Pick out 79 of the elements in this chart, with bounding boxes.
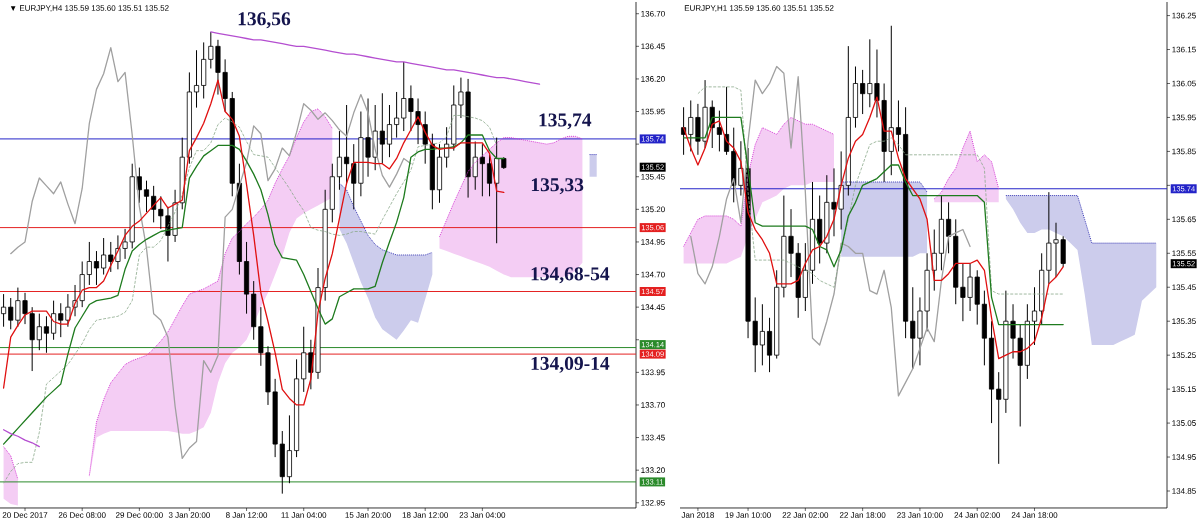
candlestick (716, 110, 722, 152)
candlestick (1031, 286, 1038, 346)
y-tick-label: 135.55 (1172, 250, 1196, 257)
candlestick (766, 317, 773, 373)
y-tick-label: 134.95 (641, 239, 665, 245)
x-tick-label: 24 Jan 18:00 (1011, 512, 1058, 518)
x-tick-label: 29 Dec 00:00 (115, 512, 163, 518)
x-tick-label: 15 Jan 20:00 (345, 512, 391, 518)
candlestick (101, 237, 107, 276)
candlestick (86, 241, 92, 286)
candlestick (1, 293, 7, 328)
annotation: 136,56 (238, 12, 291, 29)
candlestick (379, 92, 385, 165)
candlestick (860, 69, 866, 115)
candlestick (394, 91, 400, 139)
y-tick-label: 135.20 (641, 206, 665, 213)
candlestick (51, 300, 57, 341)
y-tick-label: 132.95 (641, 499, 665, 506)
candlestick (479, 143, 485, 197)
candlestick (143, 180, 150, 213)
line-series (690, 65, 971, 397)
candlestick (43, 315, 49, 354)
y-tick-label: 135.65 (1172, 216, 1196, 223)
candlestick (486, 154, 493, 197)
y-tick-label: 136.70 (641, 10, 665, 17)
y-tick-label: 136.45 (641, 43, 665, 50)
candlestick (895, 99, 901, 152)
annotation: 134,68-54 (531, 267, 610, 284)
y-tick-label: 133.45 (641, 434, 665, 441)
y-tick-label: 133.95 (641, 369, 665, 376)
x-tick-label: 18 Jan 12:00 (402, 512, 449, 518)
x-tick-label: 23 Jan 04:00 (459, 512, 506, 518)
x-tick-label: 22 Jan 18:00 (839, 512, 886, 518)
y-tick-label: 133.20 (641, 467, 665, 473)
x-tick-label: 26 Dec 08:00 (58, 512, 106, 518)
line-series (2, 429, 40, 448)
annotation: 134,09-14 (531, 356, 610, 373)
candlestick (817, 195, 823, 264)
x-tick-label: 11 Jan 04:00 (281, 512, 327, 518)
candlestick (946, 201, 952, 254)
y-tick-label: 133.70 (641, 402, 665, 408)
y-tick-label: 135.85 (1172, 148, 1196, 155)
y-tick-label: 134.85 (1172, 488, 1196, 494)
y-tick-label: 134.45 (641, 304, 665, 310)
y-tick-label: 135.05 (1172, 420, 1196, 426)
candlestick (36, 313, 42, 351)
annotation: 135,74 (539, 113, 592, 130)
candlestick (759, 303, 765, 366)
x-tick-label: 22 Jan 02:00 (782, 512, 829, 518)
x-tick-label: 8 Jan 12:00 (225, 512, 268, 518)
y-tick-label: 134.95 (1172, 454, 1196, 460)
x-tick-label: 20 Dec 2017 (2, 512, 48, 518)
x-tick-label: 19 Jan 10:00 (725, 512, 771, 518)
y-tick-label: 135.45 (1172, 284, 1196, 291)
candlestick (336, 130, 342, 191)
y-tick-label: 135.45 (641, 173, 665, 180)
line-series (10, 46, 412, 460)
candlestick (444, 126, 450, 169)
chart-title: ▼ EURJPY,H4 135.59 135.60 135.51 135.52 (10, 5, 169, 12)
x-tick-label: 3 Jan 20:00 (168, 512, 210, 518)
y-tick-label: 136.20 (641, 76, 665, 82)
y-tick-label: 136.05 (1172, 80, 1196, 87)
x-tick-label: Jan 2018 (681, 512, 715, 518)
candlestick (93, 250, 100, 286)
y-tick-label: 134.70 (641, 271, 665, 278)
y-tick-label: 135.25 (1172, 352, 1196, 358)
y-tick-label: 136.25 (1172, 12, 1196, 19)
chart-title: EURJPY,H1 135.59 135.60 135.51 135.52 (684, 5, 834, 12)
y-tick-label: 135.95 (1172, 114, 1196, 121)
x-tick-label: 24 Jan 02:00 (954, 512, 1001, 518)
candlestick (344, 104, 350, 184)
y-tick-label: 135.35 (1172, 318, 1196, 325)
annotation: 135,33 (531, 178, 584, 195)
y-tick-label: 135.15 (1172, 386, 1196, 392)
y-tick-label: 135.95 (641, 108, 665, 115)
candlestick (193, 49, 200, 109)
candlestick (386, 104, 393, 158)
y-tick-label: 136.15 (1172, 46, 1196, 53)
x-tick-label: 23 Jan 10:00 (897, 512, 943, 518)
